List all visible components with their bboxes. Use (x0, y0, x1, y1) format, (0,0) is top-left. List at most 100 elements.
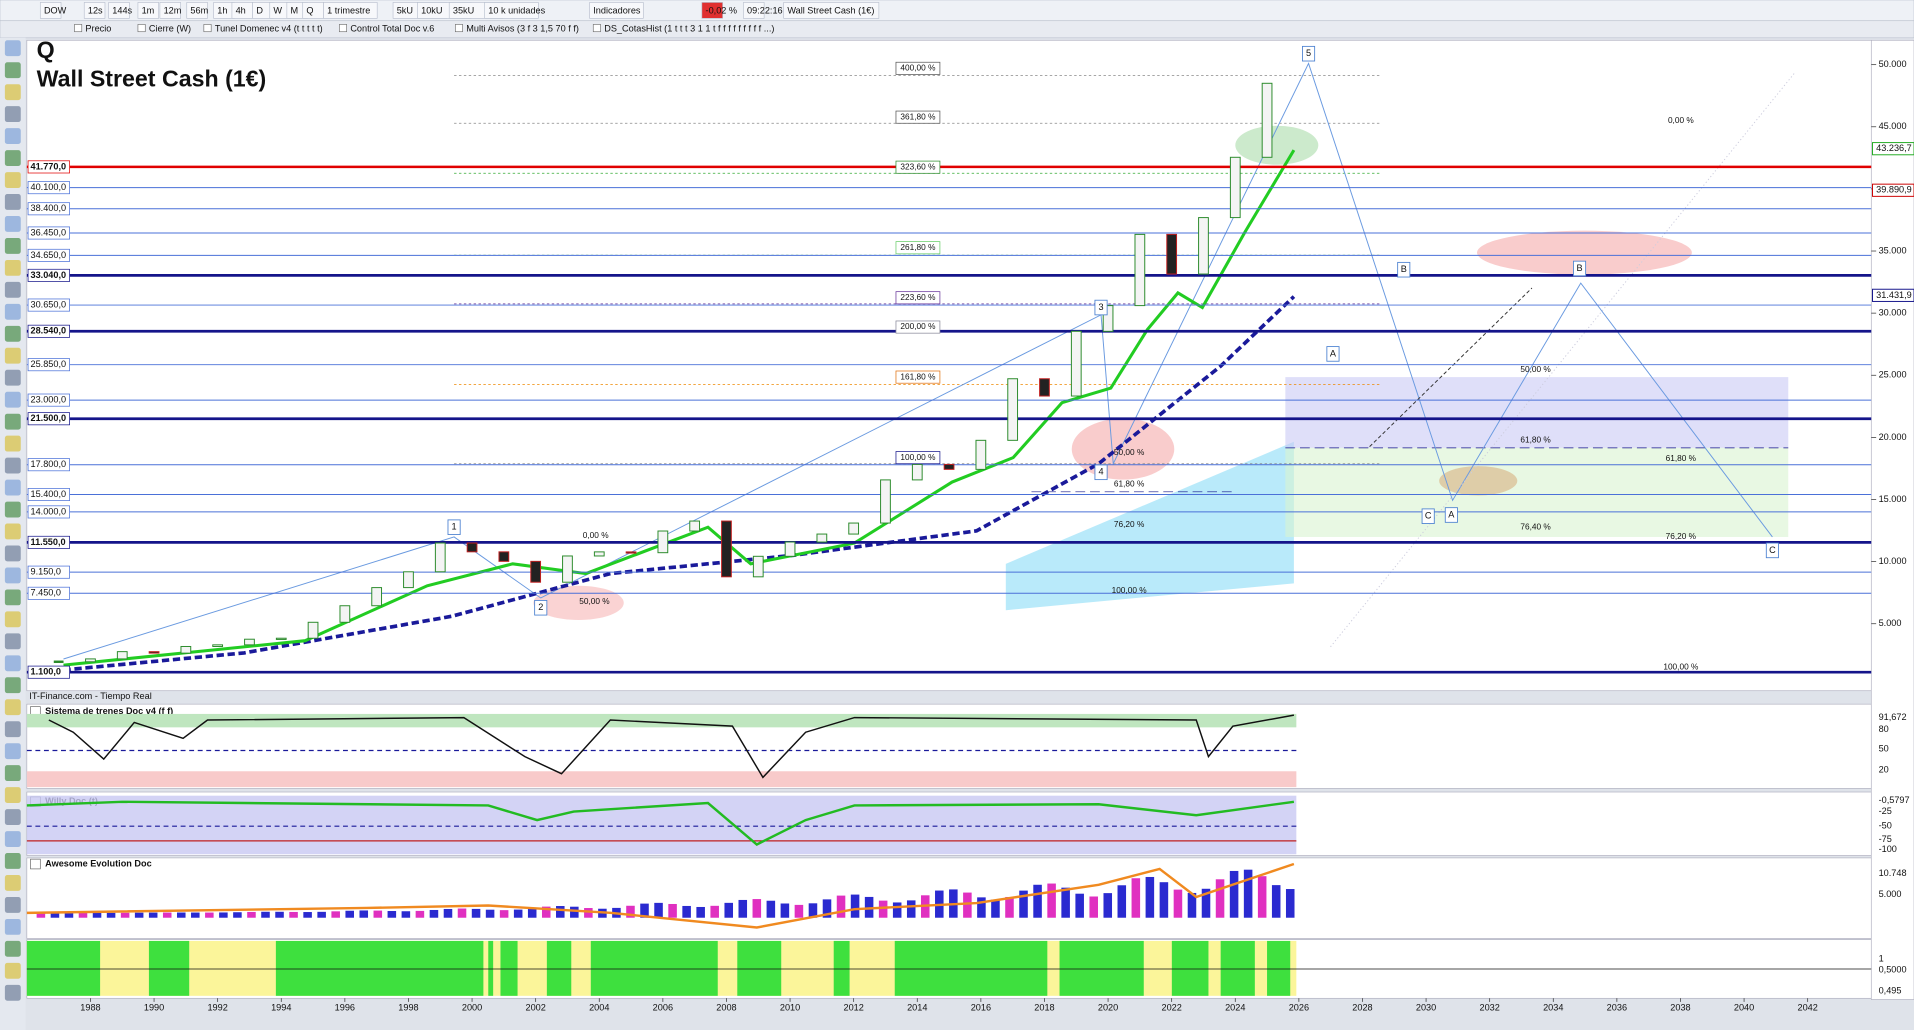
panel-axis-label: 10.748 (1879, 868, 1907, 878)
tool-icon[interactable] (4, 721, 21, 738)
level-label-box (27, 358, 70, 372)
indicator-tab[interactable]: Tunel Domenec v4 (t t t t t) (215, 24, 323, 34)
toolbar-item[interactable]: 1 trimestre (327, 5, 370, 15)
toolbar-item[interactable]: 144s (112, 5, 132, 15)
tool-icon[interactable] (4, 303, 21, 320)
toolbar-item[interactable]: 12m (164, 5, 182, 15)
tool-icon[interactable] (4, 413, 21, 430)
tool-icon[interactable] (4, 501, 21, 518)
toolbar-button[interactable] (783, 2, 880, 19)
tool-icon[interactable] (4, 435, 21, 452)
toolbar-item[interactable]: W (273, 5, 282, 15)
tool-icon[interactable] (4, 194, 21, 210)
tool-icon[interactable] (4, 62, 21, 79)
toolbar-item[interactable]: 1h (217, 5, 227, 15)
toolbar-button[interactable] (83, 2, 106, 19)
indicator-check[interactable] (74, 24, 83, 33)
tool-icon[interactable] (4, 84, 21, 101)
panel-close[interactable] (30, 858, 41, 870)
toolbar-item[interactable]: 1m (142, 5, 155, 15)
toolbar-button[interactable] (701, 2, 723, 19)
tool-icon[interactable] (4, 875, 21, 891)
toolbar-button[interactable] (137, 2, 159, 19)
toolbar-button[interactable] (589, 2, 644, 19)
indicator-tab[interactable]: Cierre (W) (149, 24, 191, 34)
tool-icon[interactable] (4, 633, 21, 650)
indicator-tab[interactable]: Multi Avisos (3 f 3 1,5 70 f f) (466, 24, 579, 34)
toolbar-item[interactable]: 09:22:16 (747, 5, 783, 15)
tool-icon[interactable] (4, 918, 21, 935)
tool-icon[interactable] (4, 962, 21, 979)
indicator-check[interactable] (339, 24, 347, 33)
toolbar-item[interactable]: Q (306, 5, 313, 15)
indicator-check[interactable] (455, 24, 463, 33)
tool-icon[interactable] (4, 765, 21, 782)
toolbar-button[interactable] (743, 2, 765, 19)
histogram-bar (878, 900, 888, 918)
level-label-box (27, 268, 70, 282)
toolbar-item[interactable]: 4h (236, 5, 246, 15)
tool-icon[interactable] (4, 369, 21, 386)
toolbar-item[interactable]: 12s (88, 5, 103, 15)
tool-icon[interactable] (4, 940, 21, 957)
toolbar-item[interactable]: 10kU (421, 5, 442, 15)
toolbar-button[interactable] (108, 2, 130, 19)
tool-icon[interactable] (4, 699, 21, 716)
toolbar-item[interactable]: 35kU (453, 5, 474, 15)
tool-icon[interactable] (4, 655, 21, 672)
tool-icon[interactable] (4, 809, 21, 825)
tool-icon[interactable] (4, 896, 21, 913)
toolbar-button[interactable] (484, 2, 539, 19)
toolbar-item[interactable]: 5kU (397, 5, 413, 15)
tool-icon[interactable] (4, 391, 21, 408)
tool-icon[interactable] (4, 523, 21, 540)
toolbar-button[interactable] (39, 2, 62, 19)
price-tag-label: 39.890,9 (1876, 185, 1912, 195)
tool-icon[interactable] (4, 216, 21, 232)
tool-icon[interactable] (4, 677, 21, 694)
tool-icon[interactable] (4, 611, 21, 628)
tool-icon[interactable] (4, 853, 21, 869)
indicator-check[interactable] (592, 24, 601, 33)
tool-icon[interactable] (4, 259, 21, 276)
toolbar-item[interactable]: Wall Street Cash (1€) (787, 5, 874, 15)
toolbar-item[interactable]: Indicadores (593, 5, 641, 15)
tool-icon[interactable] (4, 831, 21, 847)
toolbar-item[interactable]: D (256, 5, 263, 15)
tool-icon[interactable] (4, 325, 21, 342)
toolbar-button[interactable] (323, 2, 378, 19)
fib-label: 100,00 % (1112, 585, 1148, 595)
indicator-tab[interactable]: Control Total Doc v.6 (350, 24, 434, 34)
tool-icon[interactable] (4, 787, 21, 804)
toolbar-item[interactable]: 10 k unidades (488, 5, 545, 15)
toolbar-button[interactable] (159, 2, 181, 19)
tool-icon[interactable] (4, 150, 21, 166)
tool-icon[interactable] (4, 106, 21, 123)
level-label: 34.650,0 (31, 250, 67, 260)
tool-icon[interactable] (4, 743, 21, 760)
toolbar-item[interactable]: 56m (190, 5, 208, 15)
tool-icon[interactable] (4, 567, 21, 584)
tool-icon[interactable] (4, 237, 21, 254)
tool-icon[interactable] (4, 984, 21, 1001)
toolbar-button[interactable] (186, 2, 208, 19)
indicator-tab[interactable]: Precio (85, 24, 111, 34)
indicator-tab[interactable]: DS_CotasHist (1 t t t 3 1 1 t f f f f f … (604, 24, 774, 34)
strength-bar (1171, 940, 1209, 996)
tool-icon[interactable] (4, 281, 21, 298)
toolbar-item[interactable]: DOW (44, 5, 67, 15)
indicator-check[interactable] (137, 24, 146, 33)
indicator-check[interactable] (203, 24, 212, 33)
tool-icon[interactable] (4, 128, 21, 145)
tool-icon[interactable] (4, 479, 21, 496)
toolbar-item[interactable]: -0,02 % (706, 5, 738, 15)
tool-icon[interactable] (4, 172, 21, 188)
histogram-bar (275, 911, 284, 918)
zone (26, 771, 1297, 788)
tool-icon[interactable] (4, 40, 21, 57)
tool-icon[interactable] (4, 545, 21, 562)
tool-icon[interactable] (4, 347, 21, 364)
tool-icon[interactable] (4, 589, 21, 606)
tool-icon[interactable] (4, 457, 21, 474)
toolbar-item[interactable]: M (291, 5, 299, 15)
